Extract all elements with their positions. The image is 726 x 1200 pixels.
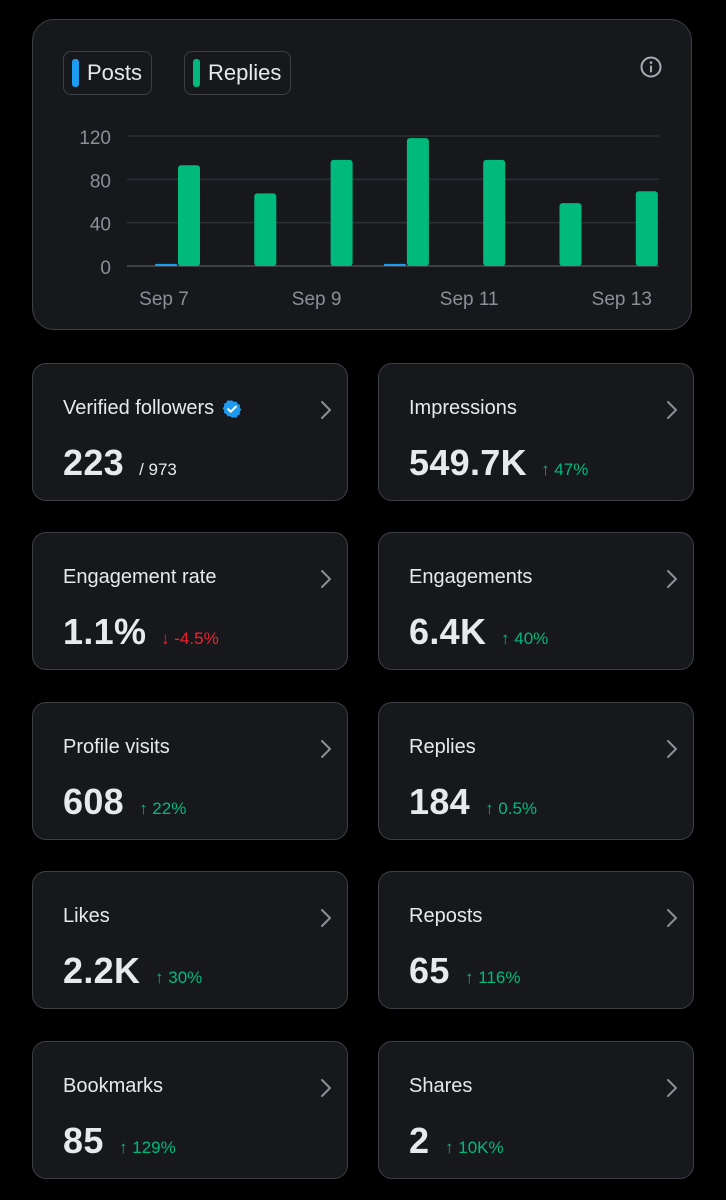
stat-label-text: Reposts (409, 905, 483, 927)
stat-card-shares[interactable]: Shares 2 ↑ 10K% (378, 1041, 694, 1179)
stat-label-text: Engagement rate (63, 566, 217, 588)
chevron-right-icon (667, 1079, 677, 1097)
replies-bar (330, 159, 353, 266)
stat-label-text: Replies (409, 736, 476, 758)
stat-value: 85 (63, 1120, 104, 1161)
replies-bar (254, 193, 277, 266)
replies-bar (635, 191, 658, 266)
stat-change: ↓ -4.5% (161, 629, 219, 648)
stat-value: 65 (409, 950, 450, 991)
chevron-right-icon (321, 401, 331, 419)
posts-bar (155, 263, 177, 266)
stat-label: Reposts (409, 905, 482, 928)
stat-card-likes[interactable]: Likes 2.2K ↑ 30% (32, 871, 348, 1009)
posts-bar (383, 263, 406, 266)
info-icon[interactable] (639, 55, 663, 79)
stat-card-reposts[interactable]: Reposts 65 ↑ 116% (378, 871, 694, 1009)
stat-label: Impressions (409, 397, 517, 420)
verified-badge-icon (222, 399, 242, 418)
stat-change: ↑ 47% (541, 460, 589, 479)
stat-value: 2 (409, 1120, 430, 1161)
stat-value: 2.2K (63, 950, 141, 991)
stat-change: ↑ 22% (139, 799, 187, 818)
stat-label-text: Impressions (409, 397, 517, 419)
stat-card-engagement-rate[interactable]: Engagement rate 1.1% ↓ -4.5% (32, 532, 348, 670)
legend-posts[interactable]: Posts (63, 51, 153, 95)
chevron-right-icon (321, 1079, 331, 1097)
stat-card-replies[interactable]: Replies 184 ↑ 0.5% (378, 702, 694, 840)
x-tick-label: Sep 11 (440, 289, 499, 310)
stat-label: Engagements (409, 566, 532, 589)
stat-change: ↑ 129% (119, 1138, 176, 1157)
stat-change: ↑ 40% (501, 629, 549, 648)
legend-replies[interactable]: Replies (184, 51, 292, 95)
stat-card-bookmarks[interactable]: Bookmarks 85 ↑ 129% (32, 1041, 348, 1179)
y-tick-label: 40 (90, 215, 111, 236)
replies-bar (483, 159, 506, 266)
replies-swatch (193, 59, 200, 87)
stat-label: Bookmarks (63, 1075, 163, 1098)
y-tick-label: 80 (90, 171, 111, 192)
chevron-right-icon (667, 570, 677, 588)
stat-card-profile-visits[interactable]: Profile visits 608 ↑ 22% (32, 702, 348, 840)
replies-bar (406, 138, 429, 266)
stat-card-verified-followers[interactable]: Verified followers 223 / 973 (32, 363, 348, 501)
chevron-right-icon (667, 401, 677, 419)
stat-label: Verified followers (63, 397, 242, 420)
chevron-right-icon (667, 740, 677, 758)
stat-value: 1.1% (63, 611, 147, 652)
stat-label: Engagement rate (63, 566, 216, 589)
stat-label-text: Engagements (409, 566, 533, 588)
stat-label-text: Verified followers (63, 397, 215, 419)
stat-card-impressions[interactable]: Impressions 549.7K ↑ 47% (378, 363, 694, 501)
stat-label: Profile visits (63, 736, 170, 759)
stat-label-text: Likes (63, 905, 110, 927)
stat-label-text: Shares (409, 1075, 473, 1097)
y-tick-label: 120 (79, 128, 111, 149)
x-tick-label: Sep 13 (592, 289, 652, 310)
stat-change: ↑ 30% (155, 968, 203, 987)
stat-value: 549.7K (409, 442, 527, 483)
stat-change: ↑ 116% (465, 968, 521, 987)
posts-swatch (72, 59, 79, 87)
stat-label: Replies (409, 736, 476, 759)
stat-value: 223 (63, 442, 124, 483)
stat-value: 184 (409, 781, 470, 822)
x-tick-label: Sep 9 (292, 289, 342, 310)
stat-label-text: Profile visits (63, 736, 170, 758)
chevron-right-icon (667, 909, 677, 927)
replies-bar (178, 165, 200, 266)
stat-label: Shares (409, 1075, 472, 1098)
chevron-right-icon (321, 909, 331, 927)
chevron-right-icon (321, 740, 331, 758)
stat-value: 6.4K (409, 611, 487, 652)
y-tick-label: 0 (100, 258, 111, 279)
stat-card-engagements[interactable]: Engagements 6.4K ↑ 40% (378, 532, 694, 670)
stat-change: ↑ 10K% (445, 1138, 504, 1157)
stat-total: / 973 (139, 460, 177, 479)
chevron-right-icon (321, 570, 331, 588)
stat-label: Likes (63, 905, 110, 928)
stat-label-text: Bookmarks (63, 1075, 164, 1097)
x-tick-label: Sep 7 (139, 289, 189, 310)
stat-change: ↑ 0.5% (485, 799, 538, 818)
activity-bar-chart: 0 40 80 120 Sep 7 Sep 9 Sep 11 Sep 13 (79, 128, 659, 310)
legend-replies-label: Replies (208, 60, 282, 85)
replies-bar (559, 203, 582, 266)
activity-chart-card: Posts Replies 0 40 80 120 Sep 7 Sep 9 Sep 11 Se… (32, 19, 692, 330)
stat-value: 608 (63, 781, 124, 822)
legend-posts-label: Posts (87, 60, 143, 85)
